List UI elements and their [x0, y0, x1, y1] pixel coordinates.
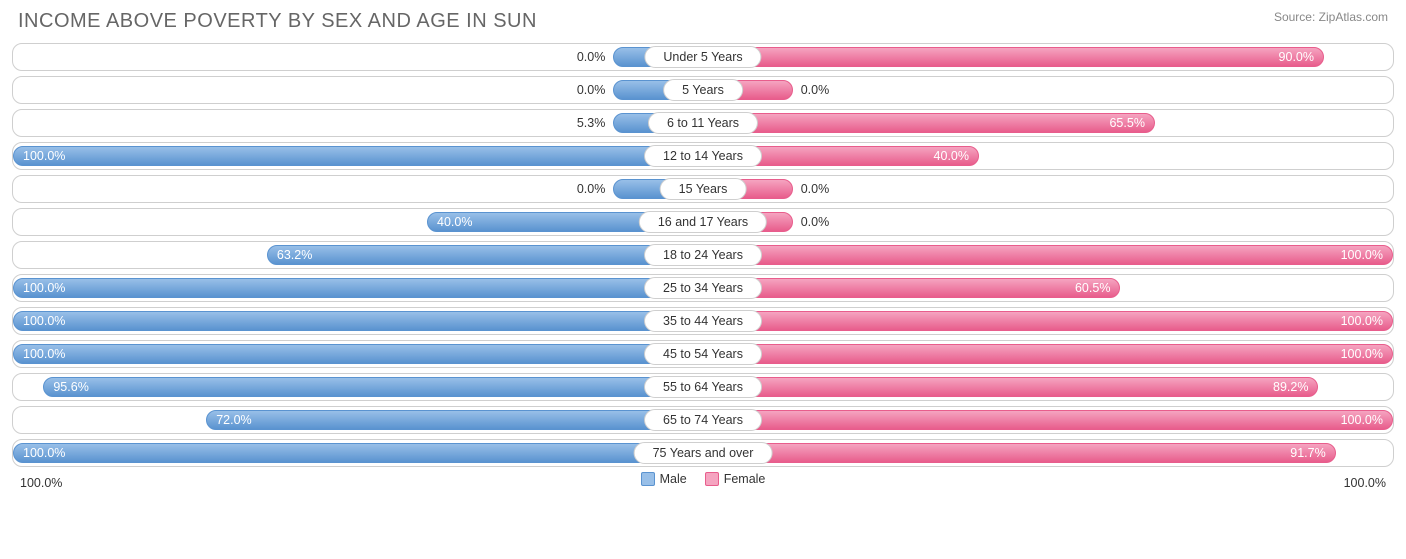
male-bar [43, 377, 703, 397]
male-bar [206, 410, 703, 430]
chart-row: 72.0% 100.0%65 to 74 Years [12, 406, 1394, 434]
legend: Male Female [12, 472, 1394, 486]
age-label: 35 to 44 Years [644, 310, 762, 332]
chart-row: 0.0% 0.0% 15 Years [12, 175, 1394, 203]
male-swatch-icon [641, 472, 655, 486]
chart-header: INCOME ABOVE POVERTY BY SEX AND AGE IN S… [12, 10, 1394, 33]
male-bar [267, 245, 703, 265]
female-value-label: 100.0% [703, 407, 1393, 433]
age-label: 25 to 34 Years [644, 277, 762, 299]
male-value-label: 5.3% [577, 110, 614, 136]
age-label: Under 5 Years [644, 46, 761, 68]
chart-row: 100.0% 60.5%25 to 34 Years [12, 274, 1394, 302]
chart-row: 40.0% 0.0% 16 and 17 Years [12, 208, 1394, 236]
legend-male: Male [641, 472, 687, 486]
legend-male-label: Male [660, 472, 687, 486]
male-value-label: 0.0% [577, 176, 614, 202]
chart-row: 95.6% 89.2%55 to 64 Years [12, 373, 1394, 401]
chart-row: 0.0% 90.0%Under 5 Years [12, 43, 1394, 71]
age-label: 65 to 74 Years [644, 409, 762, 431]
age-label: 75 Years and over [634, 442, 773, 464]
male-value-label: 100.0% [13, 143, 65, 169]
chart-row: 0.0% 0.0% 5 Years [12, 76, 1394, 104]
male-value-label: 63.2% [267, 242, 312, 268]
female-value-label: 65.5% [703, 110, 1155, 136]
female-value-label: 90.0% [703, 44, 1324, 70]
male-bar [13, 443, 703, 463]
female-value-label: 60.5% [703, 275, 1120, 301]
female-value-label: 100.0% [703, 308, 1393, 334]
age-label: 12 to 14 Years [644, 145, 762, 167]
male-value-label: 100.0% [13, 308, 65, 334]
male-bar [13, 278, 703, 298]
legend-female-label: Female [724, 472, 766, 486]
chart-row: 100.0%100.0%35 to 44 Years [12, 307, 1394, 335]
male-value-label: 100.0% [13, 341, 65, 367]
chart-area: 0.0% 90.0%Under 5 Years 0.0% 0.0% 5 Years 5.3… [12, 43, 1394, 467]
age-label: 45 to 54 Years [644, 343, 762, 365]
female-value-label: 100.0% [703, 341, 1393, 367]
female-value-label: 0.0% [793, 77, 830, 103]
male-value-label: 72.0% [206, 407, 251, 433]
male-value-label: 0.0% [577, 44, 614, 70]
age-label: 15 Years [660, 178, 747, 200]
chart-source: Source: ZipAtlas.com [1274, 10, 1388, 24]
female-value-label: 0.0% [793, 209, 830, 235]
axis-left-label: 100.0% [20, 476, 62, 490]
age-label: 18 to 24 Years [644, 244, 762, 266]
chart-row: 100.0% 91.7%75 Years and over [12, 439, 1394, 467]
axis-right-label: 100.0% [1344, 476, 1386, 490]
male-value-label: 100.0% [13, 440, 65, 466]
male-value-label: 100.0% [13, 275, 65, 301]
male-bar [13, 344, 703, 364]
chart-row: 5.3% 65.5%6 to 11 Years [12, 109, 1394, 137]
age-label: 55 to 64 Years [644, 376, 762, 398]
female-swatch-icon [705, 472, 719, 486]
male-value-label: 95.6% [43, 374, 88, 400]
male-value-label: 0.0% [577, 77, 614, 103]
female-value-label: 91.7% [703, 440, 1336, 466]
legend-female: Female [705, 472, 766, 486]
male-bar [13, 146, 703, 166]
female-value-label: 0.0% [793, 176, 830, 202]
male-value-label: 40.0% [427, 209, 472, 235]
age-label: 6 to 11 Years [648, 112, 758, 134]
female-value-label: 100.0% [703, 242, 1393, 268]
chart-row: 63.2% 100.0%18 to 24 Years [12, 241, 1394, 269]
chart-title: INCOME ABOVE POVERTY BY SEX AND AGE IN S… [18, 10, 537, 33]
female-value-label: 89.2% [703, 374, 1318, 400]
age-label: 16 and 17 Years [639, 211, 767, 233]
chart-row: 100.0%100.0%45 to 54 Years [12, 340, 1394, 368]
chart-row: 100.0%40.0%12 to 14 Years [12, 142, 1394, 170]
age-label: 5 Years [663, 79, 743, 101]
male-bar [13, 311, 703, 331]
